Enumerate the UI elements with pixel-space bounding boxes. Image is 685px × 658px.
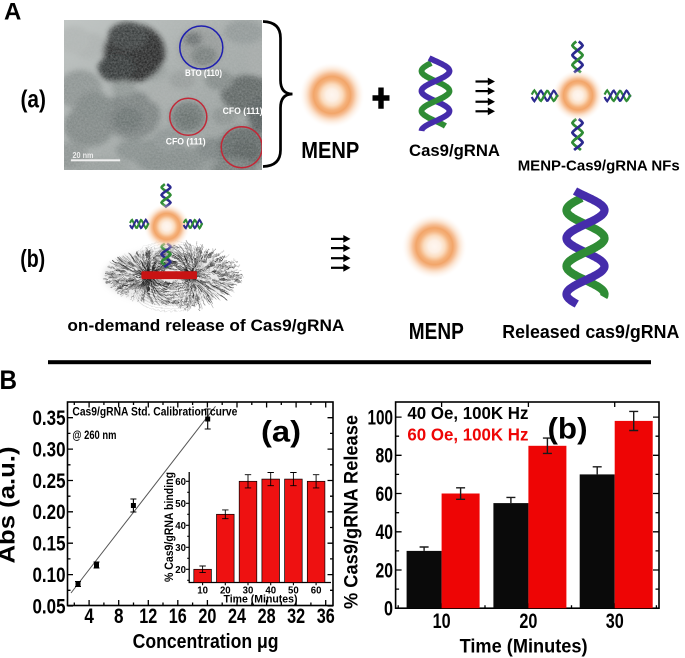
svg-text:% Cas9/gRNA Release: % Cas9/gRNA Release <box>341 415 363 609</box>
svg-text:20: 20 <box>198 605 216 628</box>
svg-text:(a): (a) <box>261 416 301 449</box>
svg-text:20 nm: 20 nm <box>73 150 94 160</box>
svg-text:30: 30 <box>606 610 624 633</box>
svg-text:30: 30 <box>175 542 186 554</box>
svg-text:40: 40 <box>265 585 276 597</box>
svg-text:36: 36 <box>317 605 335 628</box>
svg-text:MENP-Cas9/gRNA NFs: MENP-Cas9/gRNA NFs <box>518 158 680 175</box>
svg-text:% Cas9/gRNA binding: % Cas9/gRNA binding <box>164 472 176 582</box>
svg-text:Time (Minutes): Time (Minutes) <box>460 637 588 658</box>
svg-text:80: 80 <box>376 445 394 468</box>
svg-text:60: 60 <box>376 483 394 506</box>
svg-text:BTO (110): BTO (110) <box>185 68 222 78</box>
svg-text:20: 20 <box>519 610 537 633</box>
svg-text:CFO (111): CFO (111) <box>223 106 263 116</box>
svg-text:(b): (b) <box>20 245 45 273</box>
svg-text:50: 50 <box>175 498 186 510</box>
svg-text:20: 20 <box>175 564 186 576</box>
svg-text:50: 50 <box>288 585 299 597</box>
svg-text:A: A <box>4 0 21 26</box>
svg-text:28: 28 <box>258 605 276 628</box>
svg-text:MENP: MENP <box>409 318 464 344</box>
svg-text:16: 16 <box>169 605 187 628</box>
svg-text:Released cas9/gRNA: Released cas9/gRNA <box>502 321 679 342</box>
svg-text:0.05: 0.05 <box>33 595 66 618</box>
svg-text:10: 10 <box>433 610 451 633</box>
svg-text:100: 100 <box>368 407 394 430</box>
svg-text:0.20: 0.20 <box>33 501 66 524</box>
svg-text:24: 24 <box>228 605 246 628</box>
svg-text:10: 10 <box>197 585 208 597</box>
svg-text:4: 4 <box>84 605 94 628</box>
svg-text:30: 30 <box>243 585 254 597</box>
svg-text:Cas9/gRNA Std. Calibration cur: Cas9/gRNA Std. Calibration curve <box>72 407 237 419</box>
svg-text:Cas9/gRNA: Cas9/gRNA <box>409 141 500 160</box>
svg-text:0.15: 0.15 <box>33 533 66 556</box>
svg-text:Time (Minutes): Time (Minutes) <box>224 594 298 606</box>
svg-text:0.30: 0.30 <box>33 439 66 462</box>
svg-text:@ 260 nm: @ 260 nm <box>72 430 116 442</box>
svg-text:60: 60 <box>311 585 322 597</box>
svg-text:40: 40 <box>175 520 186 532</box>
svg-text:(a): (a) <box>20 86 46 114</box>
svg-text:on-demand release of Cas9/gRNA: on-demand release of Cas9/gRNA <box>67 316 344 335</box>
svg-text:20: 20 <box>220 585 231 597</box>
svg-text:60: 60 <box>175 476 186 488</box>
svg-text:(b): (b) <box>548 413 588 446</box>
svg-text:0.25: 0.25 <box>33 470 66 493</box>
svg-text:0.10: 0.10 <box>33 564 66 587</box>
svg-text:20: 20 <box>376 559 394 582</box>
svg-text:B: B <box>0 365 17 395</box>
svg-text:12: 12 <box>139 605 157 628</box>
svg-text:8: 8 <box>114 605 124 628</box>
svg-text:0: 0 <box>384 598 393 621</box>
svg-text:Concentration μg: Concentration μg <box>133 630 279 653</box>
svg-text:0.35: 0.35 <box>33 407 66 430</box>
svg-text:32: 32 <box>287 605 305 628</box>
svg-text:Abs (a.u.): Abs (a.u.) <box>0 447 20 564</box>
svg-text:CFO (111): CFO (111) <box>166 136 206 146</box>
svg-text:40 Oe, 100K Hz: 40 Oe, 100K Hz <box>407 403 528 423</box>
svg-text:60 Oe, 100K Hz: 60 Oe, 100K Hz <box>407 425 528 445</box>
svg-text:40: 40 <box>376 521 394 544</box>
svg-text:MENP: MENP <box>301 137 359 163</box>
